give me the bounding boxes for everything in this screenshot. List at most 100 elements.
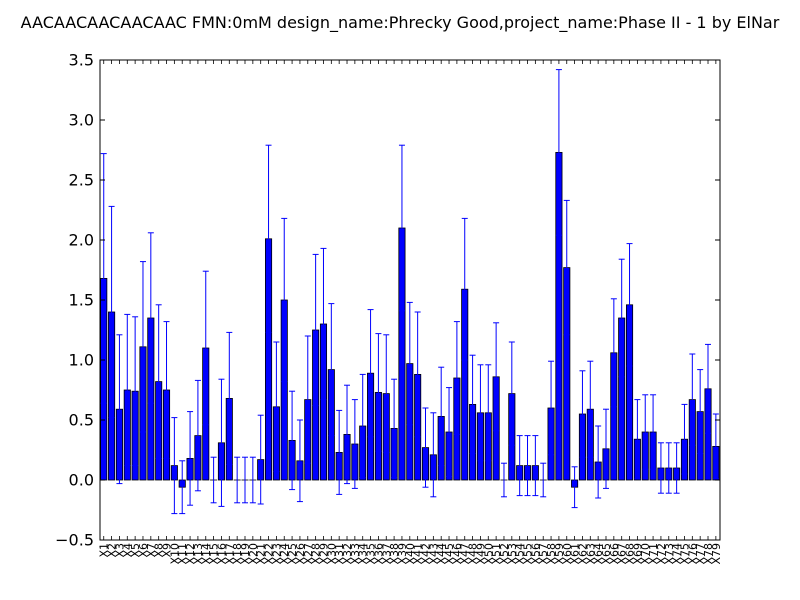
x-tick-label: X76: [686, 543, 699, 565]
error-bar-x37: [383, 334, 390, 453]
x-tick-label: X67: [616, 543, 629, 565]
x-tick-label: X59: [553, 543, 566, 565]
error-bar-x39: [398, 144, 405, 312]
y-tick-label: 3.5: [69, 51, 94, 70]
x-tick-label: X3: [113, 543, 126, 558]
x-tick-label: X49: [474, 543, 487, 565]
x-tick-label: X14: [200, 543, 213, 565]
x-tick-label: X53: [506, 543, 519, 565]
error-bar-x48: [469, 354, 476, 455]
x-tick-label: X6: [137, 543, 150, 558]
x-tick-label: X18: [231, 543, 244, 565]
x-tick-label: X30: [325, 543, 338, 565]
x-tick-label: X8: [153, 543, 166, 558]
error-bar-x60: [563, 199, 570, 336]
x-tick-label: X19: [239, 543, 252, 565]
x-tick-label: X10: [168, 543, 181, 565]
y-tick-label: 2.0: [69, 231, 94, 250]
x-tick-label: X34: [357, 543, 370, 565]
x-tick-label: X57: [537, 543, 550, 565]
error-bar-x29: [320, 247, 327, 401]
error-bar-x67: [618, 258, 625, 378]
x-tick-label: X38: [388, 543, 401, 565]
x-tick-label: X72: [655, 543, 668, 565]
x-tick-label: X78: [702, 543, 715, 565]
x-tick-label: X63: [584, 543, 597, 565]
error-bar-x7: [147, 232, 154, 404]
x-tick-label: X79: [710, 543, 723, 565]
x-tick-label: X40: [404, 543, 417, 565]
error-bar-x63: [587, 360, 594, 458]
error-bar-x47: [461, 217, 468, 361]
error-bar-x24: [281, 217, 288, 383]
x-tick-label: X55: [522, 543, 535, 565]
error-bar-x58: [548, 360, 555, 456]
x-tick-label: X13: [192, 543, 205, 565]
error-bar-x69: [634, 399, 641, 480]
y-tick-label: 1.0: [69, 351, 94, 370]
x-tick-label: X48: [467, 543, 480, 565]
x-tick-label: X52: [498, 543, 511, 565]
error-bar-x20: [249, 456, 256, 504]
x-tick-label: X15: [208, 543, 221, 565]
y-tick-label: 3.0: [69, 111, 94, 130]
x-tick-label: X12: [184, 543, 197, 565]
x-tick-label: X24: [278, 543, 291, 565]
x-tick-label: X56: [529, 543, 542, 565]
error-bar-x30: [328, 303, 335, 437]
x-tick-label: X42: [420, 543, 433, 565]
x-tick-label: X32: [341, 543, 354, 565]
error-bar-x78: [705, 343, 712, 434]
x-tick-label: X31: [333, 543, 346, 565]
x-tick-label: X69: [631, 543, 644, 565]
error-bar-x74: [673, 442, 680, 494]
error-bar-x34: [359, 373, 366, 479]
error-bars-group: [100, 69, 719, 515]
x-tick-label: X43: [427, 543, 440, 565]
error-bar-x40: [406, 301, 413, 426]
x-tick-label: X45: [443, 543, 456, 565]
error-bar-x43: [430, 412, 437, 498]
error-bar-x46: [453, 321, 460, 435]
x-tick-label: X66: [608, 543, 621, 565]
x-tick-label: X39: [396, 543, 409, 565]
y-tick-label: 1.5: [69, 291, 94, 310]
error-bar-x73: [665, 442, 672, 494]
error-bar-x10: [171, 417, 178, 515]
error-bar-x25: [289, 390, 296, 491]
error-bar-x42: [422, 407, 429, 488]
x-tick-label: X50: [482, 543, 495, 565]
error-bar-x49: [477, 364, 484, 462]
error-bar-x53: [508, 341, 515, 446]
x-tick-label: X4: [121, 543, 134, 558]
x-tick-label: X47: [459, 543, 472, 565]
error-bar-x22: [265, 144, 272, 333]
error-bar-x13: [194, 379, 201, 492]
x-tick-label: X64: [592, 543, 605, 565]
error-bar-x5: [132, 316, 139, 467]
error-bar-x28: [312, 253, 319, 407]
x-tick-label: X16: [215, 543, 228, 565]
x-tick-label: X58: [545, 543, 558, 565]
error-bar-x11: [179, 460, 186, 515]
x-tick-label: X71: [647, 543, 660, 565]
error-bar-x75: [681, 403, 688, 475]
error-bar-x15: [210, 456, 217, 504]
x-tick-label: X5: [129, 543, 142, 558]
y-axis: −0.5 0.0 0.5 1.0 1.5 2.0 2.5 3.0 3.5: [55, 51, 720, 550]
y-tick-label: 2.5: [69, 171, 94, 190]
x-tick-label: X27: [302, 543, 315, 565]
error-bar-x41: [414, 311, 421, 438]
x-tick-label: X21: [255, 543, 268, 565]
error-bar-x76: [689, 353, 696, 446]
chart-title: AACAACAACAACAAC FMN:0mM design_name:Phre…: [21, 13, 780, 33]
x-tick-label: X54: [514, 543, 527, 565]
x-tick-label: X68: [624, 543, 637, 565]
error-bar-x79: [712, 413, 719, 480]
error-bar-x77: [697, 369, 704, 455]
y-tick-label: −0.5: [55, 531, 94, 550]
error-bar-x64: [595, 425, 602, 499]
plot-frame: [99, 59, 721, 541]
error-bar-x8: [155, 304, 162, 459]
